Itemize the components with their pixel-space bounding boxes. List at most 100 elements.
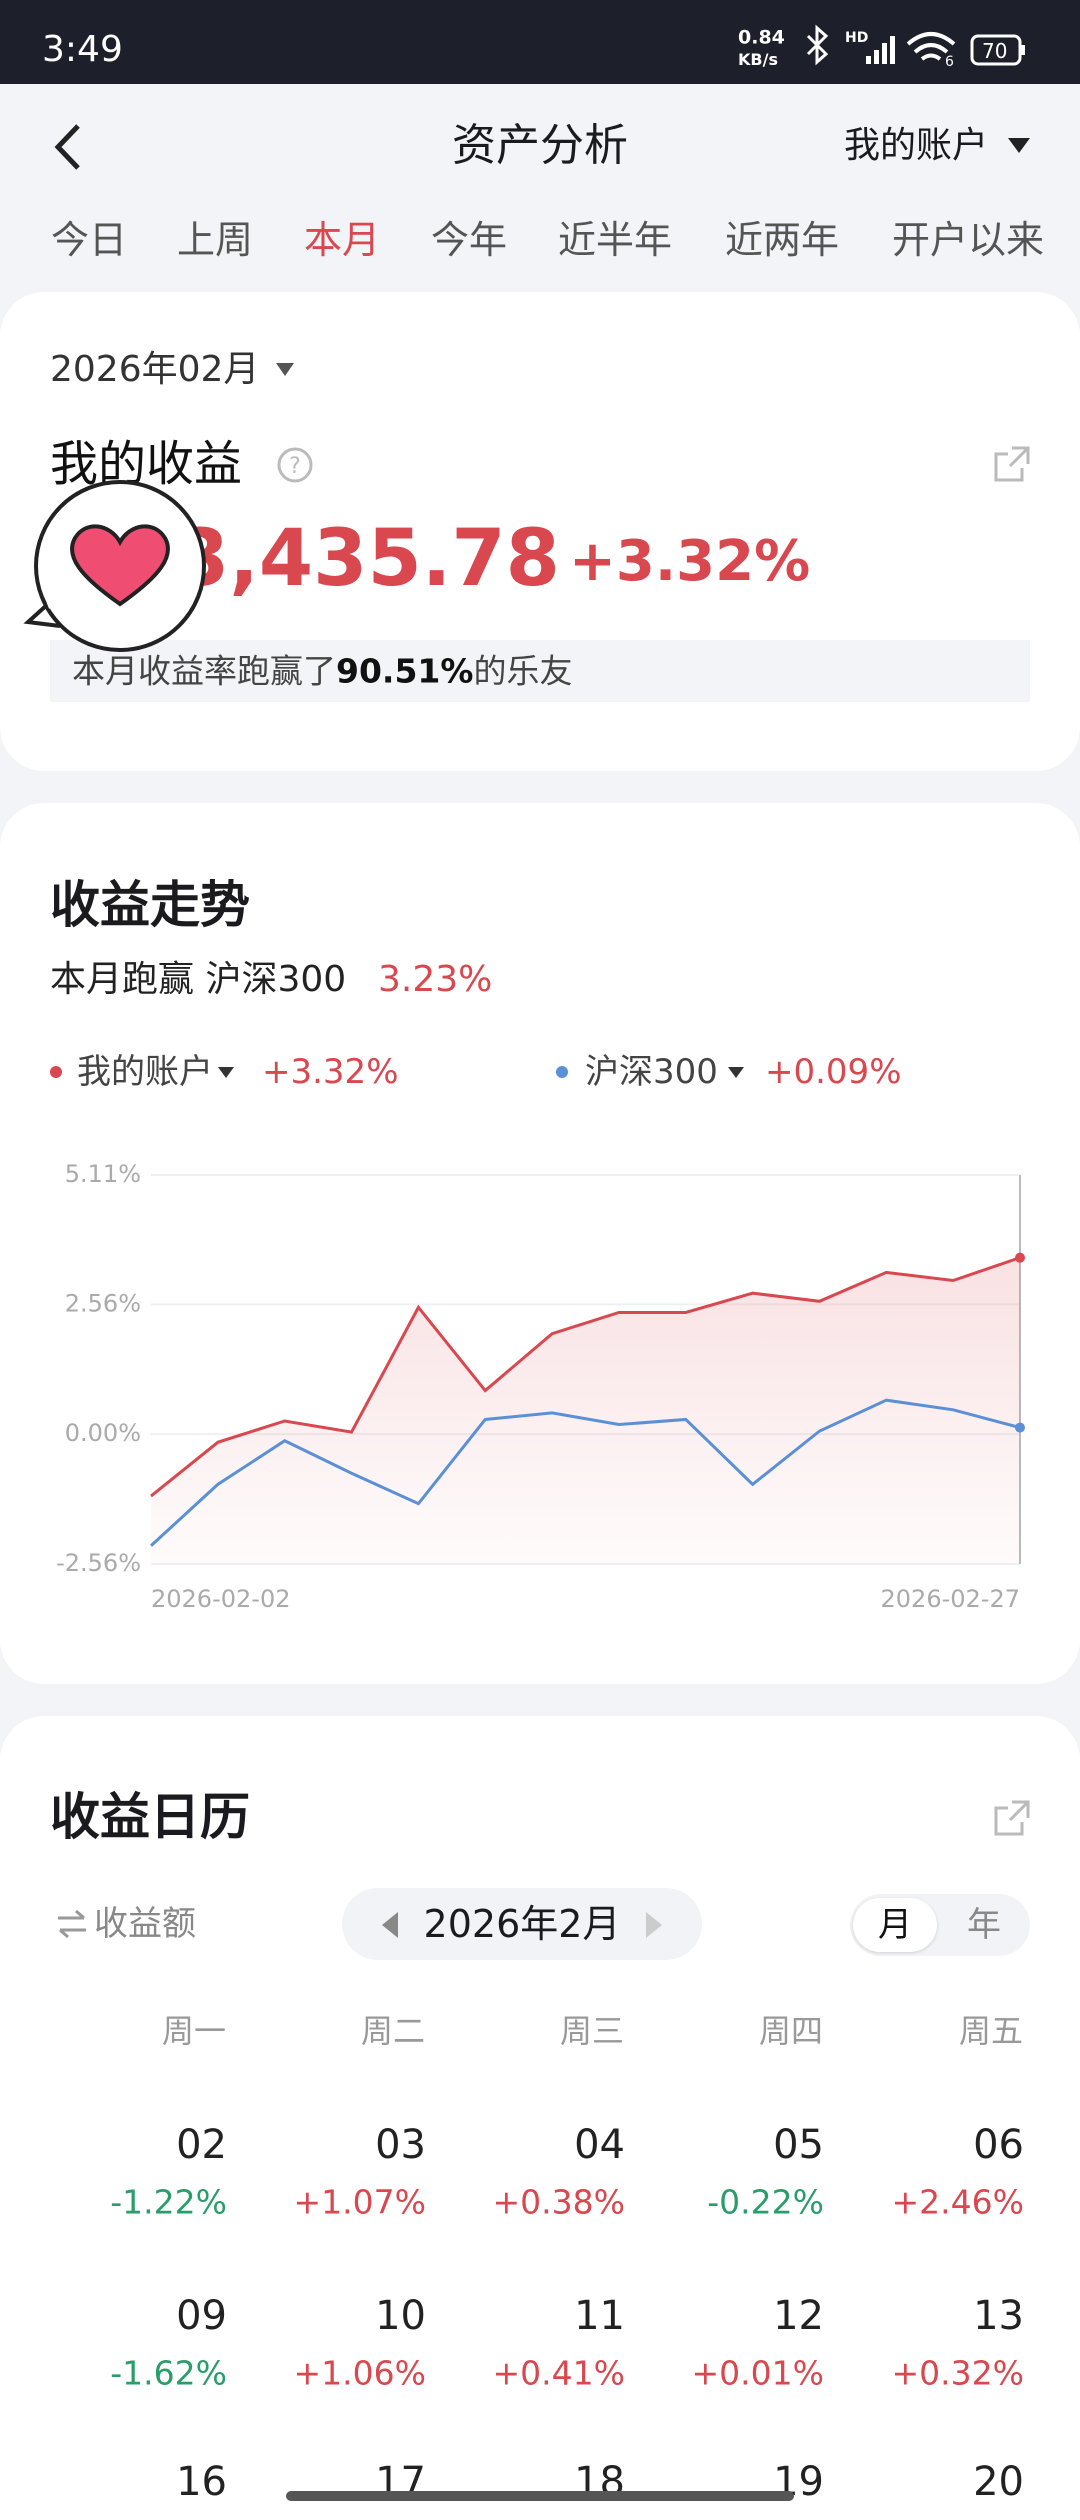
weekday: 周四: [758, 2012, 824, 2050]
calendar-change: +1.06%: [293, 2353, 426, 2393]
x-tick-label: 2026-02-02: [151, 1585, 290, 1613]
weekday: 周三: [559, 2012, 625, 2050]
note-highlight: 90.51%: [336, 651, 474, 691]
battery-level: 70: [982, 39, 1008, 63]
section-title: 收益走势: [50, 876, 250, 934]
period-tab[interactable]: 开户以来: [892, 218, 1045, 262]
wifi-gen: 6: [945, 54, 954, 70]
status-icons: [806, 24, 1025, 66]
weekday: 周五: [958, 2012, 1024, 2050]
calendar-change: -0.22%: [707, 2182, 824, 2222]
share-icon[interactable]: [992, 1798, 1032, 1838]
month-selector[interactable]: 2026年02月: [50, 349, 260, 390]
calendar-day[interactable]: 04: [574, 2122, 625, 2168]
y-tick-label: 2.56%: [65, 1289, 141, 1317]
y-tick-label: -2.56%: [56, 1549, 141, 1577]
section-title: 收益日历: [50, 1788, 250, 1846]
clock: 3:49: [42, 29, 123, 70]
period-tab[interactable]: 今年: [431, 218, 508, 262]
earnings-amount: 3,435.78: [175, 514, 560, 604]
calendar-day[interactable]: 06: [973, 2122, 1024, 2168]
legend-dot: [50, 1066, 62, 1078]
period-tab[interactable]: 近两年: [725, 218, 840, 262]
calendar-change: +0.01%: [691, 2353, 824, 2393]
legend-name[interactable]: 沪深300: [585, 1052, 718, 1092]
y-tick-label: 0.00%: [65, 1419, 141, 1447]
hd-label: HD: [845, 30, 869, 46]
calendar-change: +2.46%: [891, 2182, 1024, 2222]
account-selector[interactable]: 我的账户: [844, 125, 989, 166]
svg-text:?: ?: [289, 454, 301, 479]
share-icon[interactable]: [992, 444, 1032, 484]
view-option[interactable]: 年: [967, 1905, 1001, 1945]
period-tab[interactable]: 近半年: [558, 218, 673, 262]
view-option[interactable]: 月: [878, 1905, 912, 1945]
swap-icon[interactable]: [56, 1910, 88, 1938]
legend-change: +0.09%: [765, 1052, 902, 1092]
legend-dot: [556, 1066, 568, 1078]
calendar-day[interactable]: 05: [773, 2122, 824, 2168]
status-bar: 3:49 0.84 KB/s HD 6 70: [0, 0, 1080, 84]
battery-icon: [970, 34, 1022, 66]
dropdown-arrow: [728, 1067, 744, 1078]
prev-month[interactable]: [382, 1912, 400, 1938]
compare-value: 3.23%: [378, 959, 493, 1000]
net-speed: 0.84: [738, 26, 785, 49]
calendar-change: +0.41%: [492, 2353, 625, 2393]
wifi-icon: [906, 32, 956, 61]
like-bubble[interactable]: [20, 476, 220, 656]
signal-icon: [866, 36, 895, 64]
back-button[interactable]: [50, 122, 86, 172]
calendar-day[interactable]: 16: [176, 2459, 227, 2505]
rank-note: 本月收益率跑赢了90.51%的乐友: [72, 655, 572, 688]
next-month[interactable]: [644, 1912, 662, 1938]
note-text: 本月收益率跑赢了: [72, 651, 336, 691]
dropdown-arrow: [218, 1067, 234, 1078]
calendar-day[interactable]: 10: [375, 2293, 426, 2339]
end-point: [1015, 1422, 1025, 1433]
home-indicator: [286, 2491, 794, 2501]
weekday: 周二: [360, 2012, 426, 2050]
series-line: [150, 1256, 1021, 1498]
dropdown-arrow: [1008, 138, 1030, 153]
calendar-day[interactable]: 20: [973, 2459, 1024, 2505]
battery-tip: [1021, 45, 1025, 55]
calendar-change: +0.38%: [492, 2182, 625, 2222]
period-tab[interactable]: 今日: [51, 218, 128, 262]
calendar-card: 收益日历 收益额 2026年2月 月 年周一 周二 周三 周四 周五 02 -1.22% 03 +…: [0, 1716, 1080, 2520]
period-tab[interactable]: 本月: [304, 218, 381, 262]
net-speed-unit: KB/s: [738, 50, 778, 69]
y-tick-label: 5.11%: [65, 1160, 141, 1188]
earnings-rate: +3.32%: [569, 529, 811, 594]
calendar-month: 2026年2月: [423, 1902, 621, 1946]
period-tab[interactable]: 上周: [177, 218, 254, 262]
trend-chart: -2.56% 0.00% 2.56% 5.11% 2026-02-02 2026-02-2…: [56, 1160, 1025, 1613]
calendar-change: +1.07%: [293, 2182, 426, 2222]
area-fill: [151, 1257, 1020, 1564]
help-icon[interactable]: ?: [276, 446, 314, 484]
calendar-day[interactable]: 11: [574, 2293, 625, 2339]
view-active: [853, 1898, 937, 1952]
weekday: 周一: [161, 2012, 227, 2050]
calendar-day[interactable]: 09: [176, 2293, 227, 2339]
month-pill: 2026年2月: [342, 1888, 702, 1960]
bluetooth-icon: [806, 24, 829, 66]
calendar-change: -1.22%: [110, 2182, 227, 2222]
legend-change: +3.32%: [262, 1052, 399, 1092]
legend-name[interactable]: 我的账户: [77, 1052, 213, 1092]
dropdown-arrow: [276, 363, 294, 376]
calendar-day[interactable]: 13: [973, 2293, 1024, 2339]
page-title: 资产分析: [452, 120, 628, 171]
calendar-day[interactable]: 12: [773, 2293, 824, 2339]
calendar-day[interactable]: 03: [375, 2122, 426, 2168]
calendar-day[interactable]: 02: [176, 2122, 227, 2168]
note-text: 的乐友: [473, 651, 573, 691]
end-point: [1015, 1252, 1025, 1263]
rank-note-box: 本月收益率跑赢了90.51%的乐友: [50, 640, 1030, 702]
earnings-label: 我的收益: [50, 436, 243, 492]
x-tick-label: 2026-02-27: [881, 1585, 1020, 1613]
metric-toggle[interactable]: 收益额: [94, 1904, 196, 1944]
compare-label: 本月跑赢 沪深300: [50, 959, 347, 1000]
